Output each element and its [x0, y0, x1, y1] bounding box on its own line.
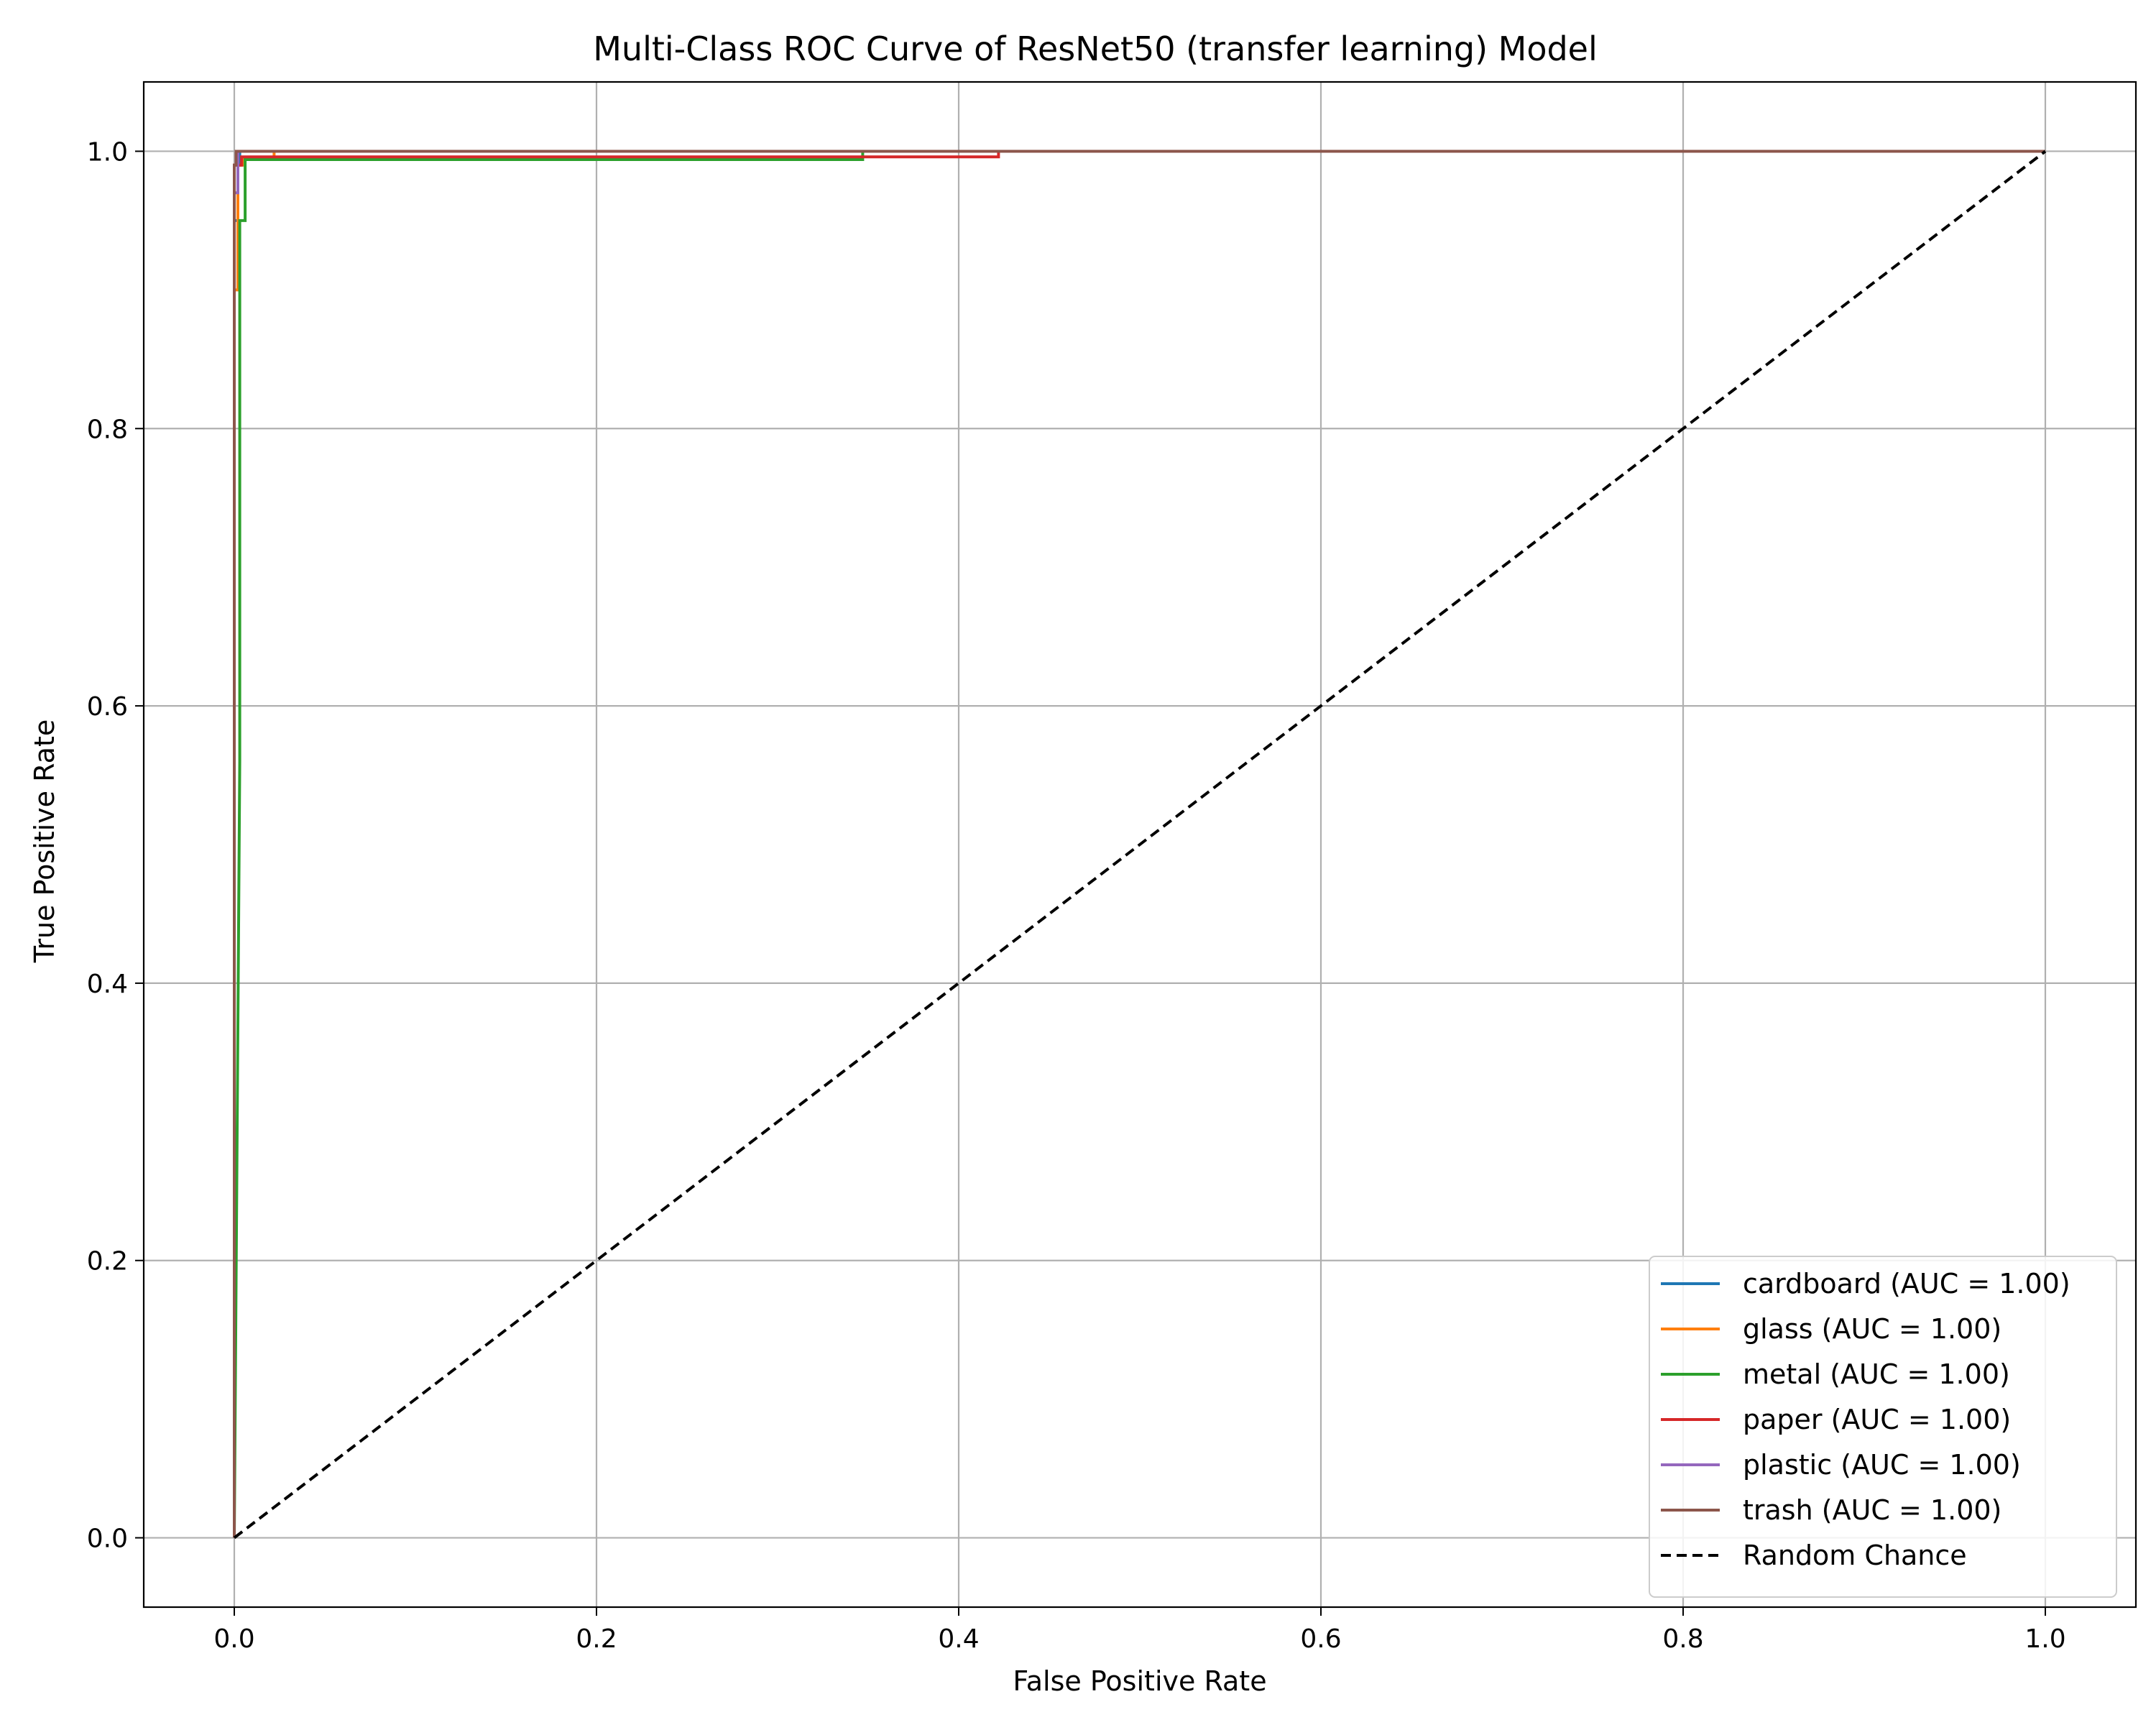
legend: cardboard (AUC = 1.00) glass (AUC = 1.00)… [1649, 1256, 2117, 1598]
series-line-random [233, 150, 2047, 1540]
y-axis-label: True Positive Rate [29, 719, 60, 964]
series-layer [233, 150, 2047, 1540]
x-tick-label: 0.4 [938, 1624, 979, 1654]
x-tick-label: 0.6 [1300, 1624, 1341, 1654]
grid [144, 82, 2136, 1607]
y-tick-label: 0.0 [87, 1524, 128, 1554]
legend-box [1649, 1256, 2117, 1598]
legend-label: Random Chance [1743, 1540, 1967, 1571]
x-tick-label: 0.0 [213, 1624, 254, 1654]
legend-label: cardboard (AUC = 1.00) [1743, 1268, 2070, 1300]
chart-title: Multi-Class ROC Curve of ResNet50 (trans… [593, 29, 1598, 68]
axis-ticks: 0.0 0.2 0.4 0.6 0.8 1.0 0.0 0.2 0.4 0.6 0.8 1.0 [87, 137, 2066, 1654]
series-line-trash [233, 150, 2045, 1538]
x-axis-label: False Positive Rate [1013, 1665, 1266, 1697]
y-tick-label: 0.2 [87, 1247, 128, 1276]
x-tick-label: 1.0 [2024, 1624, 2065, 1654]
x-tick-label: 0.2 [576, 1624, 617, 1654]
legend-label: paper (AUC = 1.00) [1743, 1404, 2011, 1435]
legend-label: metal (AUC = 1.00) [1743, 1358, 2010, 1390]
legend-label: trash (AUC = 1.00) [1743, 1494, 2001, 1526]
legend-label: plastic (AUC = 1.00) [1743, 1449, 2021, 1481]
y-tick-label: 0.8 [87, 415, 128, 444]
legend-label: glass (AUC = 1.00) [1743, 1313, 2001, 1345]
y-tick-label: 0.6 [87, 692, 128, 722]
y-tick-label: 0.4 [87, 970, 128, 999]
plot-frame [142, 80, 2137, 1609]
y-tick-label: 1.0 [87, 137, 128, 167]
x-tick-label: 0.8 [1662, 1624, 1703, 1654]
